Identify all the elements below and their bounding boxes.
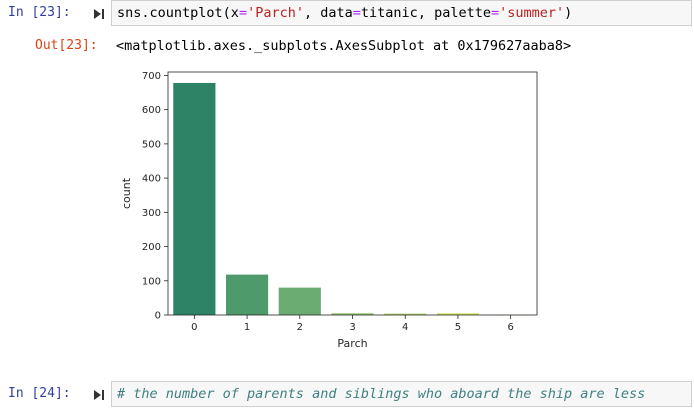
code-paren: ) (564, 5, 573, 21)
code-string: 'summer' (499, 5, 565, 21)
x-tick-label: 0 (191, 322, 197, 333)
y-tick-label: 500 (142, 139, 161, 150)
code-separator: , (417, 5, 435, 21)
code-variable: titanic (360, 5, 418, 21)
bar-3 (331, 313, 374, 315)
bar-1 (225, 274, 269, 315)
run-cell-icon[interactable] (93, 389, 105, 401)
output-text: <matplotlib.axes._subplots.AxesSubplot a… (116, 38, 572, 54)
y-axis-label: count (120, 177, 133, 209)
output-prompt-23: Out[23]: (35, 38, 98, 53)
y-tick-label: 300 (142, 208, 161, 219)
run-cell-icon[interactable] (93, 8, 105, 20)
bar-2 (278, 287, 321, 315)
x-tick-label: 4 (402, 322, 408, 333)
bar-5 (436, 313, 480, 315)
axes-frame (167, 71, 538, 316)
y-tick-label: 700 (142, 71, 161, 82)
x-tick-label: 1 (244, 322, 250, 333)
y-tick-label: 400 (142, 174, 161, 185)
x-tick-label: 5 (455, 322, 461, 333)
code-arg-name: palette (434, 5, 491, 21)
countplot-chart: 0 100 200 300 400 500 600 700 0 1 2 3 4 5 6 Parch cou… (120, 71, 538, 350)
code-comment: # the number of parents and siblings who… (117, 386, 646, 402)
y-tick-label: 100 (142, 276, 161, 287)
code-arg-name: data (320, 5, 353, 21)
x-tick-label: 2 (297, 322, 303, 333)
code-cell-23[interactable]: sns.countplot(x='Parch', data=titanic, p… (111, 0, 692, 26)
bar-0 (173, 82, 216, 315)
y-tick-label: 200 (142, 242, 161, 253)
x-axis-label: Parch (337, 337, 367, 350)
code-string: 'Parch' (247, 5, 304, 21)
x-tick-label: 6 (507, 322, 513, 333)
y-tick-label: 600 (142, 105, 161, 116)
y-tick-label: 0 (155, 311, 161, 322)
code-cell-24[interactable]: # the number of parents and siblings who… (111, 381, 692, 407)
code-operator: = (490, 5, 500, 21)
code-operator: = (352, 5, 361, 21)
bar-4 (384, 313, 427, 315)
code-operator: = (238, 5, 248, 21)
input-prompt-24: In [24]: (8, 386, 71, 401)
x-tick-label: 3 (349, 322, 355, 333)
code-arg-name: x (230, 5, 239, 21)
input-prompt-23: In [23]: (8, 5, 71, 20)
code-function: sns.countplot( (117, 5, 231, 21)
code-separator: , (303, 5, 321, 21)
